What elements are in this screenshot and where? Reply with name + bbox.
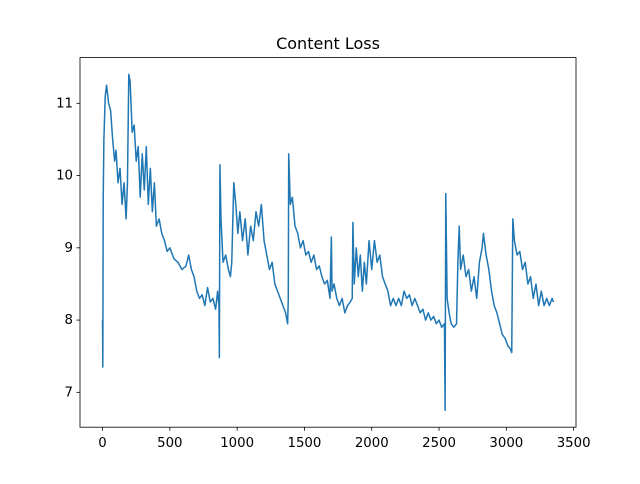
x-tick-label: 0 xyxy=(98,436,106,451)
x-tick-label: 3500 xyxy=(557,436,591,451)
y-tick-label: 7 xyxy=(65,385,73,400)
x-tick-label: 2500 xyxy=(422,436,456,451)
x-tick-label: 2000 xyxy=(355,436,389,451)
x-tick-label: 500 xyxy=(157,436,182,451)
plot-frame xyxy=(79,57,577,428)
line-series xyxy=(101,73,555,412)
y-tick-label: 9 xyxy=(65,241,73,256)
y-tick-label: 10 xyxy=(56,169,73,184)
y-tick-label: 11 xyxy=(56,96,73,111)
x-tick-label: 3000 xyxy=(489,436,523,451)
y-tick-label: 8 xyxy=(65,313,73,328)
x-tick-label: 1000 xyxy=(220,436,254,451)
x-tick-label: 1500 xyxy=(288,436,322,451)
chart-title: Content Loss xyxy=(276,34,380,53)
